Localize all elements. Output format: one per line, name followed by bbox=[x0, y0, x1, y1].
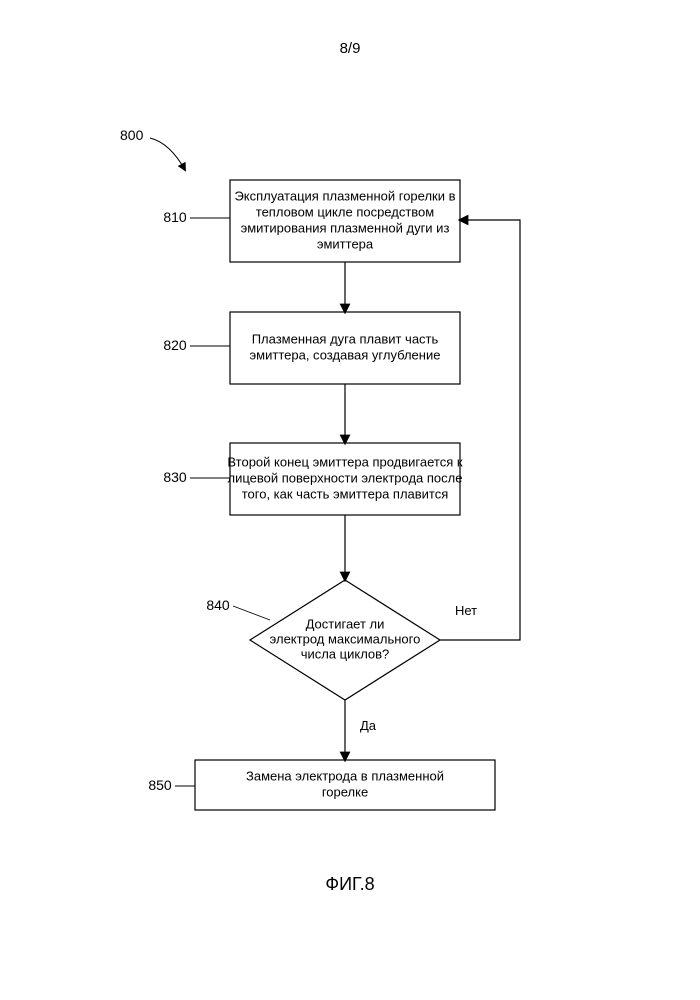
flow-box-text: Эксплуатация плазменной горелки в bbox=[234, 188, 455, 203]
flow-box-text: Плазменная дуга плавит часть bbox=[252, 331, 439, 346]
ref-label-850: 850 bbox=[148, 777, 172, 793]
figure-caption: ФИГ.8 bbox=[0, 874, 700, 895]
flow-diamond-text: Достигает ли bbox=[306, 616, 385, 631]
flow-box-text: лицевой поверхности электрода после bbox=[228, 470, 463, 485]
ref-label-820: 820 bbox=[163, 337, 187, 353]
flow-edge bbox=[440, 220, 520, 640]
flow-box-text: Замена электрода в плазменной bbox=[246, 768, 444, 783]
flowchart-svg: Эксплуатация плазменной горелки втеплово… bbox=[0, 0, 700, 1000]
ref-label-810: 810 bbox=[163, 209, 187, 225]
flow-box-text: эмитирования плазменной дуги из bbox=[241, 220, 450, 235]
ref-label-830: 830 bbox=[163, 469, 187, 485]
flow-box-text: эмиттера, создавая углубление bbox=[250, 347, 441, 362]
edge-label: Да bbox=[360, 718, 377, 733]
ref-leader bbox=[233, 606, 270, 620]
diagram-ref-label: 800 bbox=[120, 127, 144, 143]
flow-box-text: тепловом цикле посредством bbox=[256, 204, 435, 219]
flow-box-text: того, как часть эмиттера плавится bbox=[242, 486, 449, 501]
ref-label-840: 840 bbox=[206, 597, 230, 613]
flow-diamond-text: числа циклов? bbox=[301, 646, 390, 661]
edge-label: Нет bbox=[455, 603, 477, 618]
flow-box-text: горелке bbox=[322, 784, 368, 799]
flow-box-text: эмиттера bbox=[317, 236, 374, 251]
diagram-ref-arrow bbox=[150, 138, 185, 170]
flow-box-text: Второй конец эмиттера продвигается к bbox=[227, 454, 462, 469]
flow-diamond-text: электрод максимального bbox=[270, 631, 421, 646]
